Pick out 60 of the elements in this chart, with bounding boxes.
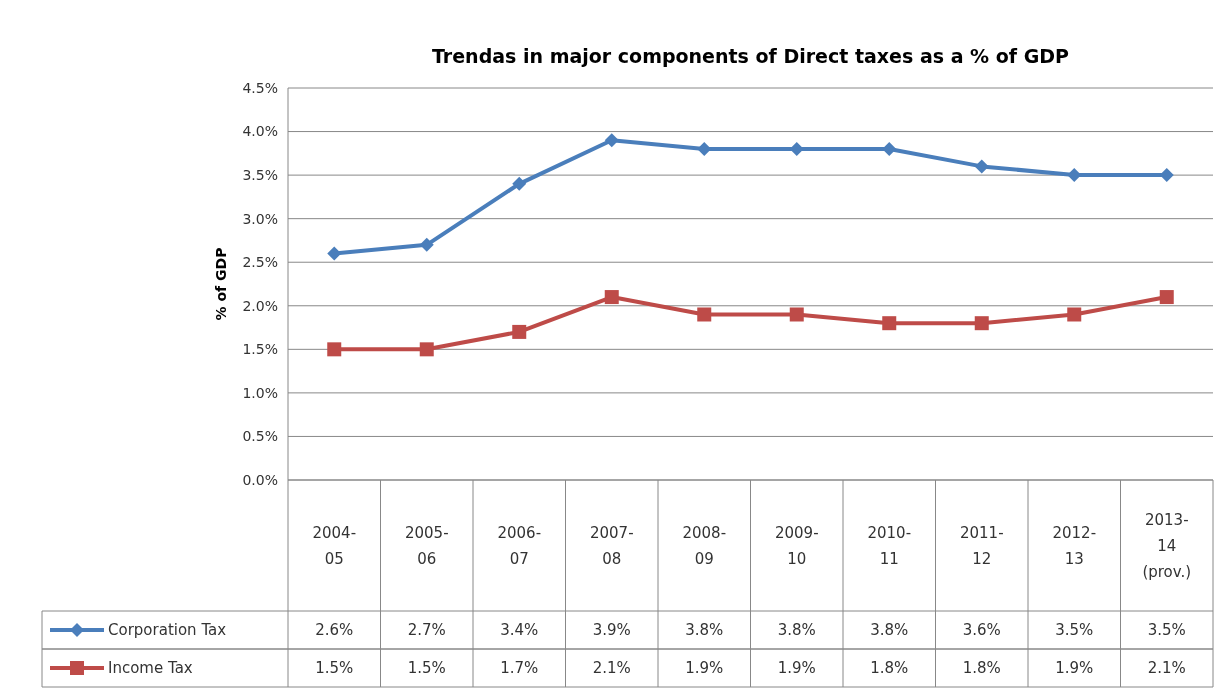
data-label: 2.6% — [315, 621, 354, 640]
point — [419, 342, 434, 357]
legend-label: Income Tax — [108, 659, 193, 678]
data-label: 2.1% — [592, 659, 631, 678]
x-tick-label: 2013-14 (prov.) — [1142, 510, 1192, 581]
data-label: 1.9% — [685, 659, 724, 678]
point — [512, 176, 527, 191]
data-label: 1.7% — [500, 659, 539, 678]
data-label: 3.8% — [777, 621, 816, 640]
chart-title: Trendas in major components of Direct taxes as a % of GDP — [431, 45, 1070, 67]
x-tick-label: 2011-12 — [959, 523, 1004, 568]
legend-label: Corporation Tax — [108, 621, 227, 640]
x-tick-label: 2008-09 — [682, 523, 727, 568]
x-tick-label: 2010-11 — [867, 523, 912, 568]
point — [697, 307, 712, 322]
data-label: 1.8% — [870, 659, 909, 678]
data-label: 1.8% — [962, 659, 1001, 678]
data-label: 3.8% — [870, 621, 909, 640]
point — [882, 141, 897, 156]
y-tick-label: 3.5% — [242, 167, 278, 184]
point — [1159, 290, 1174, 305]
x-tick-label: 2005-06 — [404, 523, 449, 568]
y-tick-label: 1.5% — [242, 341, 278, 358]
y-tick-label: 3.0% — [242, 210, 278, 227]
y-tick-label: 1.0% — [242, 384, 278, 401]
point — [327, 342, 342, 357]
data-label: 3.6% — [962, 621, 1001, 640]
data-label: 1.9% — [777, 659, 816, 678]
point — [882, 316, 897, 331]
data-label: 2.7% — [407, 621, 446, 640]
y-tick-label: 2.0% — [242, 297, 278, 314]
y-tick-label: 4.5% — [242, 79, 278, 96]
point — [419, 237, 434, 252]
data-label: 3.8% — [685, 621, 724, 640]
point — [974, 316, 989, 331]
data-label: 1.5% — [407, 659, 446, 678]
data-label: 1.5% — [315, 659, 354, 678]
y-tick-label: 2.5% — [242, 254, 278, 271]
point — [604, 133, 619, 148]
data-label: 2.1% — [1147, 659, 1186, 678]
point — [789, 307, 804, 322]
point — [604, 290, 619, 305]
data-label: 3.5% — [1147, 621, 1186, 640]
y-tick-label: 0.5% — [242, 428, 278, 445]
y-axis-title: % of GDP — [213, 247, 229, 321]
point — [327, 246, 342, 261]
x-tick-label: 2004-05 — [312, 523, 357, 568]
x-tick-label: 2006-07 — [497, 523, 542, 568]
point — [1067, 307, 1082, 322]
x-tick-label: 2009-10 — [774, 523, 819, 568]
data-label: 3.5% — [1055, 621, 1094, 640]
data-label: 1.9% — [1055, 659, 1094, 678]
y-tick-label: 0.0% — [242, 471, 278, 488]
x-tick-label: 2012-13 — [1052, 523, 1097, 568]
point — [512, 324, 527, 339]
y-tick-label: 4.0% — [242, 123, 278, 140]
data-label: 3.4% — [500, 621, 539, 640]
point — [974, 159, 989, 174]
data-label: 3.9% — [592, 621, 631, 640]
x-tick-label: 2007-08 — [589, 523, 634, 568]
